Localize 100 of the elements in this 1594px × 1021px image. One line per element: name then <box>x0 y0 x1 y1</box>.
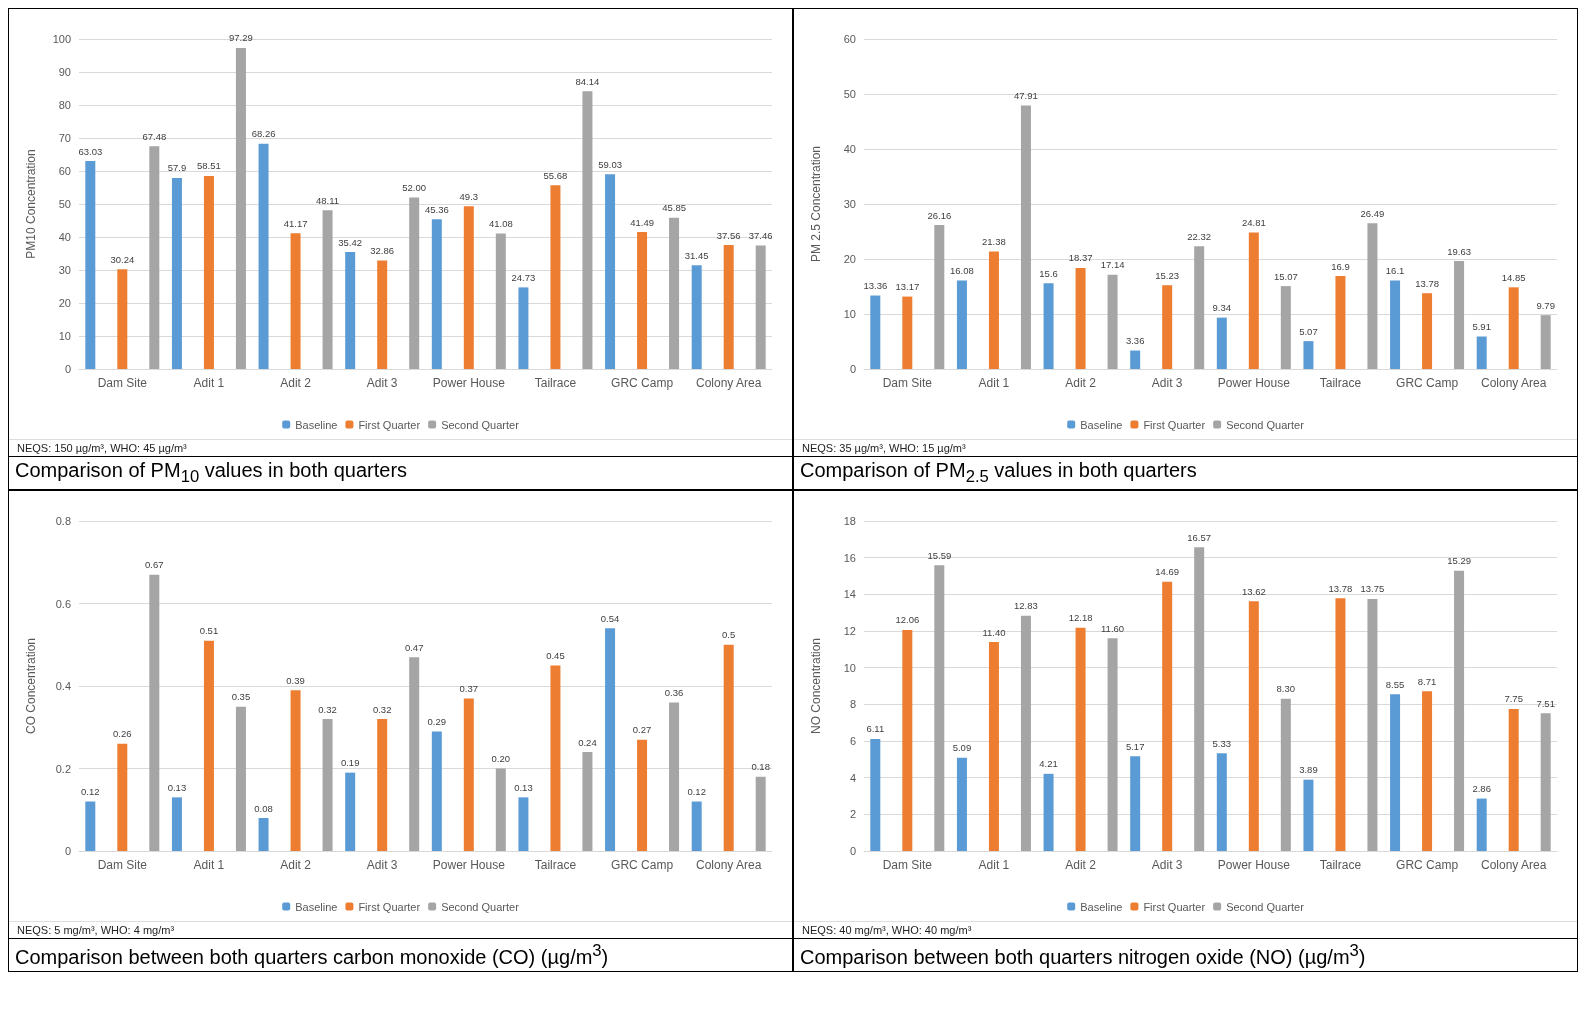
data-label: 16.57 <box>1187 531 1212 543</box>
data-label: 15.6 <box>1039 267 1058 279</box>
data-label: 47.91 <box>1014 90 1038 101</box>
text: Comparison of PM$_{2.5}$ values in both quarters <box>794 456 1577 489</box>
data-label: 55.68 <box>543 169 568 181</box>
x-tick-label: GRC Camp <box>1396 858 1459 872</box>
data-label: 0.47 <box>404 641 424 653</box>
data-label: 0.36 <box>664 687 684 698</box>
data-label: 32.86 <box>370 245 395 257</box>
data-label: 0.26 <box>113 728 132 740</box>
data-label: 15.29 <box>1447 555 1471 567</box>
y-tick-label: 0.8 <box>55 515 71 527</box>
data-label: 97.29 <box>229 32 253 44</box>
data-label: 11.40 <box>982 626 1006 638</box>
y-tick-label: 70 <box>58 132 71 144</box>
y-tick-label: 0.2 <box>55 762 71 775</box>
text: NEQS: 5 mg/m³, WHO: 4 mg/m³ <box>9 921 792 938</box>
data-label: 37.56 <box>716 229 741 241</box>
data-label: 0.18 <box>751 761 770 773</box>
y-tick-label: 4 <box>849 771 856 784</box>
data-label: 0.29 <box>427 715 447 727</box>
x-tick-label: GRC Camp <box>1396 376 1459 390</box>
data-label: 41.17 <box>283 217 308 229</box>
y-tick-label: 16 <box>843 551 856 564</box>
data-label: 12.06 <box>895 614 920 626</box>
data-label: 12.83 <box>1014 600 1038 612</box>
x-tick-label: Power House <box>1217 376 1291 390</box>
data-label: 6.11 <box>866 723 885 735</box>
legend-label: Second Quarter <box>1226 418 1305 431</box>
data-label: 57.9 <box>167 162 187 174</box>
x-tick-label: Adit 1 <box>978 858 1010 872</box>
y-axis-title: PM 2.5 Concentration <box>809 145 823 263</box>
data-label: 68.26 <box>251 128 276 140</box>
data-label: 16.9 <box>1331 260 1350 272</box>
data-label: 35.42 <box>338 236 363 248</box>
x-tick-label: GRC Camp <box>611 858 674 872</box>
data-label: 2.86 <box>1472 783 1491 795</box>
y-tick-label: 20 <box>843 253 856 265</box>
data-label: 4.21 <box>1039 758 1058 770</box>
x-tick-label: Tailrace <box>1319 376 1362 390</box>
data-label: 59.03 <box>598 158 622 170</box>
data-label: 7.51 <box>1536 697 1555 709</box>
x-tick-label: Adit 2 <box>280 858 312 872</box>
x-tick-label: Adit 2 <box>280 376 312 390</box>
data-label: 16.08 <box>950 265 974 277</box>
data-label: 0.19 <box>340 757 360 769</box>
x-tick-label: Dam Site <box>97 376 148 390</box>
data-label: 31.45 <box>684 249 709 261</box>
x-tick-label: Power House <box>432 858 506 872</box>
data-label: 41.08 <box>488 217 513 229</box>
data-label: 45.85 <box>662 202 686 214</box>
y-tick-label: 12 <box>843 625 856 637</box>
y-tick-label: 50 <box>58 198 71 210</box>
data-label: 13.78 <box>1415 277 1439 289</box>
y-tick-label: 30 <box>58 264 71 276</box>
data-label: 3.36 <box>1125 335 1145 347</box>
text: NEQS: 35 µg/m³, WHO: 15 µg/m³ <box>794 439 1577 456</box>
y-tick-label: 60 <box>843 33 856 45</box>
y-tick-label: 8 <box>849 698 856 711</box>
legend-label: Baseline <box>295 418 338 431</box>
y-tick-label: 40 <box>58 231 71 243</box>
x-tick-label: Adit 3 <box>1151 858 1183 872</box>
y-tick-label: 0 <box>849 845 856 857</box>
data-label: 9.79 <box>1536 299 1555 311</box>
data-label: 7.75 <box>1504 693 1523 705</box>
y-tick-label: 2 <box>849 808 856 821</box>
x-tick-label: Colony Area <box>1481 376 1547 390</box>
y-tick-label: 50 <box>843 88 856 100</box>
data-label: 0.37 <box>459 682 479 694</box>
y-tick-label: 40 <box>843 143 856 155</box>
data-label: 67.48 <box>142 130 167 142</box>
x-tick-label: Tailrace <box>534 376 577 390</box>
data-label: 24.81 <box>1241 217 1266 229</box>
x-tick-label: Adit 2 <box>1065 858 1097 872</box>
text: NEQS: 150 µg/m³, WHO: 45 µg/m³ <box>9 439 792 456</box>
text: Comparison of PM$_{10}$ values in both quarters <box>9 456 792 489</box>
y-tick-label: 0 <box>849 363 856 375</box>
x-tick-label: Adit 3 <box>1151 376 1183 390</box>
data-label: 0.51 <box>199 625 219 637</box>
data-label: 48.11 <box>316 194 340 206</box>
data-label: 5.91 <box>1472 320 1491 332</box>
data-label: 0.54 <box>600 612 620 624</box>
y-tick-label: 10 <box>58 330 71 342</box>
data-label: 3.89 <box>1299 764 1318 776</box>
y-tick-label: 14 <box>843 588 856 601</box>
data-label: 15.23 <box>1155 269 1180 281</box>
data-label: 17.14 <box>1100 259 1125 271</box>
data-label: 9.34 <box>1212 302 1232 314</box>
x-tick-label: Adit 2 <box>1065 376 1097 390</box>
x-tick-label: Dam Site <box>97 858 148 872</box>
data-label: 0.5 <box>722 629 736 641</box>
y-tick-label: 0.4 <box>55 680 71 692</box>
data-label: 8.71 <box>1417 675 1437 687</box>
data-label: 0.39 <box>286 674 305 686</box>
data-label: 0.27 <box>632 724 652 736</box>
data-label: 0.67 <box>145 559 164 571</box>
data-label: 21.38 <box>982 235 1006 247</box>
y-tick-label: 60 <box>58 165 71 177</box>
y-tick-label: 30 <box>843 198 856 210</box>
data-label: 15.07 <box>1273 270 1298 282</box>
